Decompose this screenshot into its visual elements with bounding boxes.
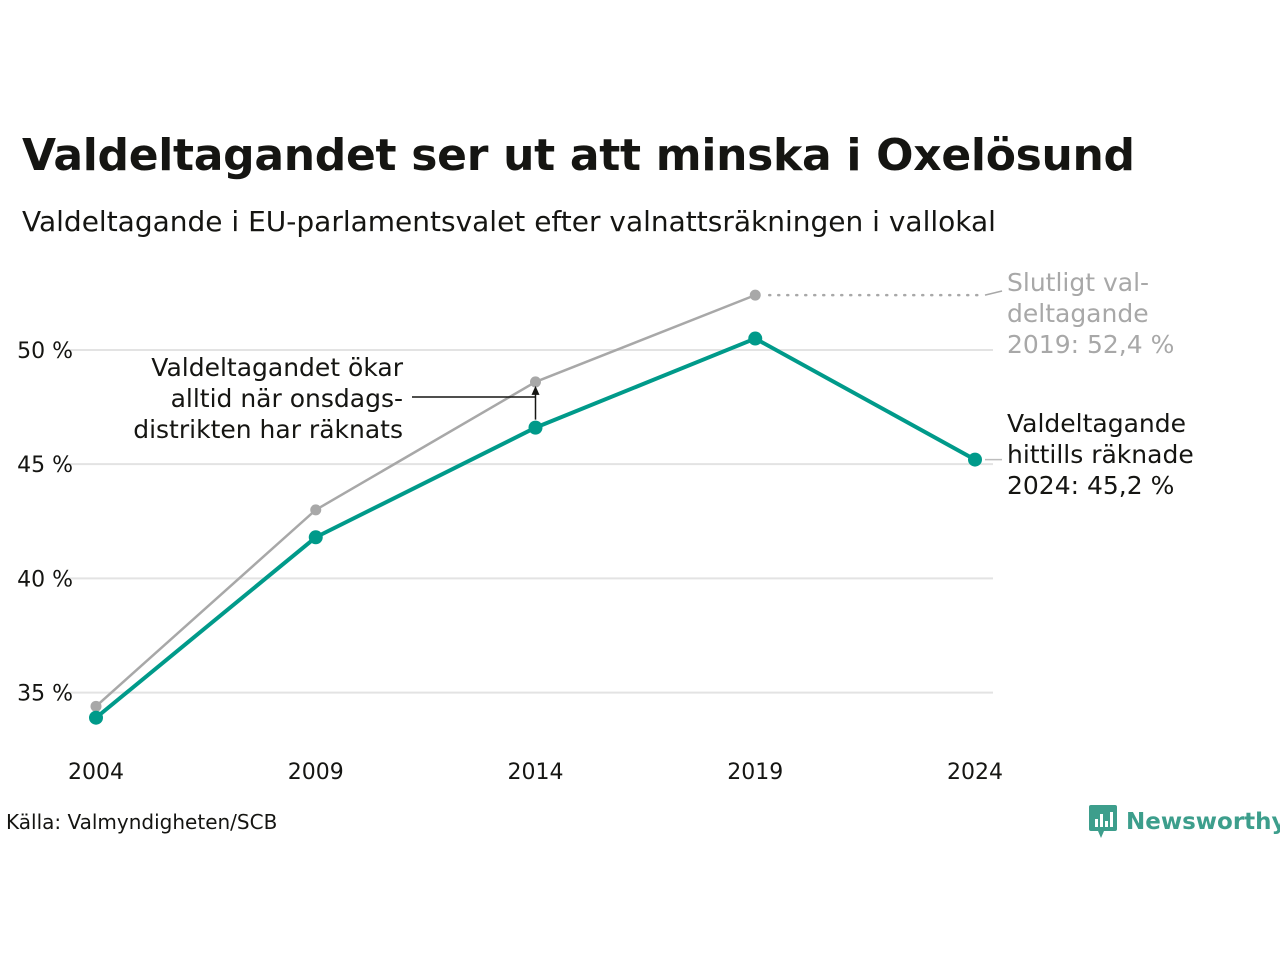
note-annotation-line: Valdeltagandet ökar xyxy=(151,353,403,382)
counted-annotation-line: Valdeltagande xyxy=(1007,409,1186,438)
data-point-counted xyxy=(529,421,543,435)
x-tick-label: 2024 xyxy=(947,760,1003,785)
y-tick-label: 35 % xyxy=(17,682,73,707)
data-point-final xyxy=(530,376,541,387)
data-point-counted xyxy=(309,530,323,544)
x-tick-label: 2014 xyxy=(508,760,564,785)
data-point-counted xyxy=(89,711,103,725)
counted-annotation-line: hittills räknade xyxy=(1007,440,1194,469)
final-annotation-line: Slutligt val- xyxy=(1007,268,1149,297)
counted-annotation-line: 2024: 45,2 % xyxy=(1007,471,1174,500)
data-point-final xyxy=(91,701,102,712)
x-tick-label: 2009 xyxy=(288,760,344,785)
note-annotation-line: alltid när onsdags- xyxy=(171,384,403,413)
x-tick-label: 2004 xyxy=(68,760,124,785)
final-leader-tick xyxy=(985,291,1002,295)
source-note: Källa: Valmyndigheten/SCB xyxy=(6,810,277,834)
note-arrowhead xyxy=(532,386,540,395)
y-tick-label: 45 % xyxy=(17,453,73,478)
final-annotation-line: deltagande xyxy=(1007,299,1149,328)
final-annotation-line: 2019: 52,4 % xyxy=(1007,330,1174,359)
y-tick-label: 50 % xyxy=(17,339,73,364)
data-point-final xyxy=(750,290,761,301)
data-point-final xyxy=(310,504,321,515)
brand-logo: Newsworthy xyxy=(1088,804,1280,840)
x-tick-label: 2019 xyxy=(727,760,783,785)
note-annotation-line: distrikten har räknats xyxy=(133,415,403,444)
data-point-counted xyxy=(748,332,762,346)
newsworthy-logo-icon xyxy=(1088,804,1118,840)
y-tick-label: 40 % xyxy=(17,567,73,592)
brand-name: Newsworthy xyxy=(1126,809,1280,835)
data-point-counted xyxy=(968,453,982,467)
